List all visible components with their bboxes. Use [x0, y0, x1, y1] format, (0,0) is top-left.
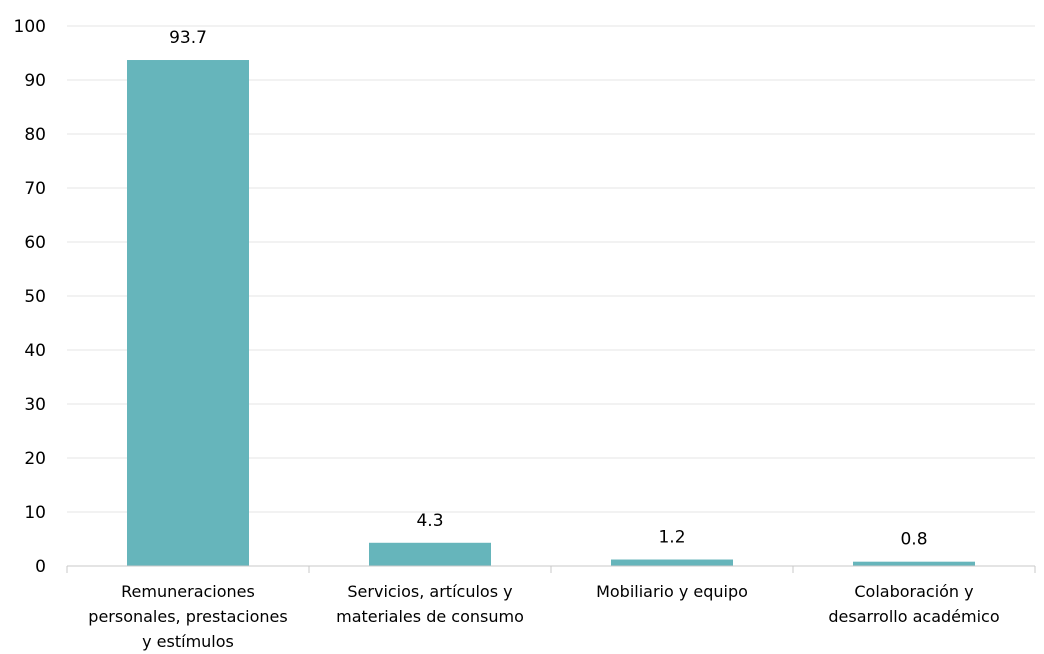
bar [127, 60, 249, 567]
data-labels: 93.7 4.3 1.2 0.8 [169, 28, 927, 550]
bar [369, 542, 491, 566]
y-tick-label: 50 [24, 287, 46, 307]
category-label: materiales de consumo [336, 607, 524, 626]
y-tick-label: 90 [24, 71, 46, 91]
y-tick-label: 20 [24, 449, 46, 469]
bar [853, 561, 975, 566]
y-tick-label: 70 [24, 179, 46, 199]
category-label: y estímulos [142, 632, 234, 651]
category-labels: Remuneraciones personales, prestaciones y … [88, 582, 999, 651]
bar [611, 559, 733, 566]
data-label: 4.3 [416, 511, 443, 531]
x-axis-tick-marks [66, 566, 1036, 573]
bars [127, 60, 975, 567]
y-axis-tick-labels: 0 10 20 30 40 50 60 70 80 90 100 [14, 17, 46, 577]
y-tick-label: 0 [35, 557, 46, 577]
data-label: 1.2 [658, 528, 685, 548]
y-tick-label: 40 [24, 341, 46, 361]
category-label: Mobiliario y equipo [596, 582, 748, 601]
y-tick-label: 10 [24, 503, 46, 523]
category-label: Colaboración y [854, 582, 973, 601]
category-label: Remuneraciones [121, 582, 255, 601]
category-label: desarrollo académico [828, 607, 999, 626]
data-label: 0.8 [900, 530, 927, 550]
y-tick-label: 100 [14, 17, 46, 37]
category-label: Servicios, artículos y [347, 582, 512, 601]
y-tick-label: 80 [24, 125, 46, 145]
data-label: 93.7 [169, 28, 207, 48]
y-tick-label: 60 [24, 233, 46, 253]
y-tick-label: 30 [24, 395, 46, 415]
category-label: personales, prestaciones [88, 607, 287, 626]
